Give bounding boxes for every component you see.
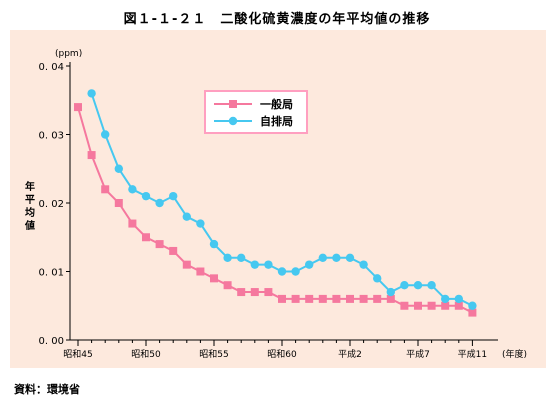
x-tick-label: 平成7 — [406, 348, 430, 360]
data-point — [74, 103, 82, 112]
legend-label: 一般局 — [260, 97, 293, 111]
data-point — [318, 253, 327, 262]
source-note: 資料：環境省 — [14, 383, 80, 396]
data-point — [237, 253, 246, 262]
data-point — [182, 260, 191, 269]
x-tick-label: 昭和55 — [199, 349, 228, 360]
data-point — [441, 294, 450, 304]
data-point — [223, 253, 232, 262]
y-tick-label: 0. 00 — [39, 336, 64, 347]
data-point — [427, 281, 436, 290]
figure-title: 図１-１-２１ 二酸化硫黄濃度の年平均値の推移 — [123, 12, 431, 27]
data-point — [278, 294, 286, 303]
y-tick-label: 0. 03 — [39, 131, 64, 142]
data-point — [114, 164, 124, 173]
data-point — [141, 191, 151, 201]
legend-marker-square — [229, 100, 237, 108]
data-point — [128, 219, 137, 228]
data-point — [155, 198, 164, 208]
x-tick-label: 平成11 — [458, 348, 487, 360]
y-tick-label: 0. 01 — [39, 268, 64, 279]
data-point — [359, 260, 368, 269]
series-layer — [74, 89, 477, 317]
y-unit-label: (ppm) — [55, 49, 82, 59]
data-point — [468, 301, 477, 310]
data-point — [237, 288, 246, 297]
data-point — [169, 191, 178, 201]
data-point — [345, 253, 355, 262]
data-point — [427, 301, 436, 310]
x-axis-suffix: (年度) — [502, 348, 527, 360]
legend-box — [204, 90, 308, 134]
data-point — [87, 151, 96, 160]
data-point — [441, 301, 450, 310]
data-point — [400, 301, 409, 310]
series-line-1 — [77, 106, 473, 314]
data-point — [223, 281, 232, 290]
data-point — [87, 89, 96, 98]
data-point — [454, 294, 463, 304]
data-point — [454, 301, 463, 310]
data-point — [414, 301, 422, 310]
legend-label: 自排局 — [260, 114, 293, 128]
data-point — [128, 185, 137, 194]
y-tick-label: 0. 02 — [39, 199, 64, 210]
y-tick-label: 0. 04 — [39, 62, 64, 73]
data-point — [305, 260, 314, 269]
data-point — [291, 294, 300, 303]
data-point — [468, 308, 477, 317]
data-point — [386, 294, 395, 303]
data-point — [318, 294, 327, 303]
data-point — [101, 130, 110, 139]
data-point — [346, 294, 354, 303]
data-point — [264, 288, 273, 297]
x-tick-label: 昭和45 — [63, 349, 92, 360]
data-point — [196, 219, 205, 228]
data-point — [359, 294, 368, 303]
data-point — [209, 239, 219, 249]
legend-marker-circle — [228, 116, 238, 126]
data-point — [291, 267, 300, 276]
data-point — [155, 240, 164, 249]
data-point — [250, 288, 259, 297]
data-point — [400, 281, 409, 290]
data-point — [101, 185, 110, 194]
y-axis-label: 年平均値 — [24, 180, 35, 232]
data-point — [182, 212, 191, 221]
data-point — [142, 233, 150, 242]
x-tick-label: 平成2 — [338, 348, 362, 360]
data-point — [264, 260, 273, 269]
data-point — [114, 199, 123, 207]
data-point — [332, 253, 341, 262]
data-point — [305, 294, 314, 303]
data-point — [386, 287, 395, 297]
axes: 0. 04 0. 03 0. 02 0. 01 0. 00 昭和45 昭和50 昭和55 昭和6… — [24, 62, 527, 360]
data-point — [413, 281, 423, 290]
data-point — [250, 260, 259, 269]
chart-panel — [10, 30, 546, 368]
data-point — [332, 294, 341, 303]
data-point — [373, 274, 382, 283]
data-point — [169, 246, 178, 255]
data-point — [210, 274, 218, 283]
data-point — [196, 267, 205, 276]
data-point — [277, 267, 287, 276]
x-tick-label: 昭和50 — [131, 349, 161, 360]
x-tick-label: 昭和60 — [267, 349, 297, 360]
data-point — [373, 294, 382, 303]
